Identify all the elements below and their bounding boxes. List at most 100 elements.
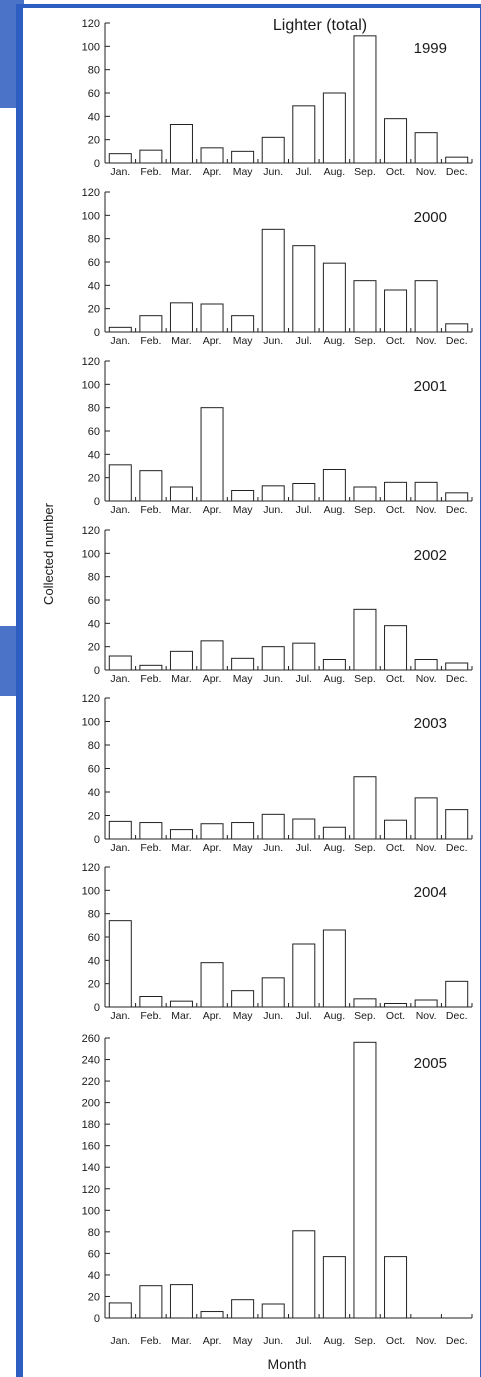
x-tick-label: Dec. [446, 504, 468, 516]
x-tick-label: Nov. [416, 166, 437, 178]
bar-2004-may [231, 990, 255, 1008]
x-tick-label: Feb. [140, 504, 161, 516]
x-tick-label: Feb. [140, 1335, 161, 1347]
x-tick-label: Aug. [324, 1335, 346, 1347]
x-tick-label: Oct. [386, 166, 405, 178]
y-tick-label: 20 [88, 979, 100, 991]
y-tick-label: 160 [82, 1141, 100, 1153]
bar-2000-may [231, 315, 255, 333]
x-tick-label: Feb. [140, 166, 161, 178]
x-tick-label: Sep. [354, 504, 376, 516]
bar-2003-mar [169, 829, 193, 840]
x-tick-label: Jul. [296, 504, 312, 516]
y-tick-label: 60 [88, 932, 100, 944]
bar-2001-sep [353, 486, 377, 502]
x-tick-label: Oct. [386, 673, 405, 685]
x-tick-label: Apr. [203, 842, 222, 854]
x-tick-label: Jul. [296, 673, 312, 685]
y-tick-label: 80 [88, 65, 100, 77]
bar-1999-jul [292, 105, 316, 164]
y-tick-label: 240 [82, 1055, 100, 1067]
bar-2005-aug [322, 1256, 346, 1319]
bar-2001-oct [384, 481, 408, 502]
bar-1999-nov [414, 132, 438, 164]
chart-title: Lighter (total) [273, 17, 367, 34]
y-tick-label: 100 [82, 210, 100, 222]
bar-2002-sep [353, 608, 377, 671]
x-tick-label: Feb. [140, 1010, 161, 1022]
x-tick-label: Dec. [446, 673, 468, 685]
bar-2003-jan [108, 820, 132, 840]
x-tick-label: Nov. [416, 673, 437, 685]
y-tick-label: 0 [94, 1313, 100, 1325]
x-tick-label: Jul. [296, 166, 312, 178]
x-tick-label: Oct. [386, 842, 405, 854]
x-tick-label: Jul. [296, 842, 312, 854]
x-tick-label: Aug. [324, 335, 346, 347]
y-tick-label: 60 [88, 257, 100, 269]
x-tick-label: Dec. [446, 1335, 468, 1347]
bar-2004-oct [384, 1003, 408, 1008]
x-tick-label: Jun. [263, 1010, 283, 1022]
bar-2004-apr [200, 962, 224, 1008]
x-tick-label: Oct. [386, 335, 405, 347]
x-tick-label: May [233, 1335, 254, 1347]
x-tick-label: Jun. [263, 335, 283, 347]
x-tick-label: Mar. [171, 842, 191, 854]
y-tick-label: 0 [94, 158, 100, 170]
y-tick-label: 20 [88, 304, 100, 316]
x-tick-label: Feb. [140, 673, 161, 685]
x-tick-label: Jan. [110, 673, 130, 685]
bar-2005-oct [384, 1256, 408, 1319]
bar-2005-apr [200, 1311, 224, 1319]
bar-2002-may [231, 657, 255, 671]
x-tick-label: Nov. [416, 1335, 437, 1347]
x-tick-label: Apr. [203, 673, 222, 685]
panels-layer: 0 20 40 60 80 100 120 Jan. Feb. Mar. Apr. May Jun. Ju… [82, 18, 473, 1347]
x-tick-label: Mar. [171, 673, 191, 685]
x-tick-label: Jan. [110, 842, 130, 854]
chart-frame: Lighter (total) Collected number Month 0… [16, 4, 481, 1377]
bar-2004-nov [414, 999, 438, 1008]
y-tick-label: 80 [88, 572, 100, 584]
x-tick-label: Mar. [171, 166, 191, 178]
panel-year-label: 2002 [414, 547, 447, 564]
bar-1999-jan [108, 153, 132, 164]
panel-year-label: 2004 [414, 884, 447, 901]
y-tick-label: 0 [94, 665, 100, 677]
bar-2004-jul [292, 943, 316, 1008]
bar-2003-jun [261, 813, 285, 840]
bar-chart: Lighter (total) Collected number Month 0… [41, 17, 473, 1372]
x-tick-label: Aug. [324, 1010, 346, 1022]
x-tick-label: Jan. [110, 335, 130, 347]
bar-2001-nov [414, 481, 438, 502]
bar-1999-aug [322, 92, 346, 164]
x-tick-label: Mar. [171, 335, 191, 347]
bar-2000-jul [292, 245, 316, 333]
x-tick-label: Oct. [386, 504, 405, 516]
bar-2003-may [231, 822, 255, 840]
x-tick-label: Jul. [296, 1335, 312, 1347]
x-tick-label: Nov. [416, 504, 437, 516]
bar-2002-jun [261, 646, 285, 671]
bar-1999-mar [169, 124, 193, 164]
panel-2003: 0 20 40 60 80 100 120 Jan. Feb. Mar. Apr. May Jun. Ju… [82, 693, 473, 854]
bar-2001-feb [139, 470, 163, 502]
bar-1999-jun [261, 136, 285, 164]
x-tick-label: Oct. [386, 1335, 405, 1347]
x-tick-label: Aug. [324, 166, 346, 178]
x-tick-label: May [233, 504, 254, 516]
bar-2002-jul [292, 642, 316, 671]
panel-year-label: 2001 [414, 378, 447, 395]
bar-2000-oct [384, 289, 408, 333]
x-tick-label: May [233, 166, 254, 178]
bar-2003-dec [445, 809, 469, 840]
y-tick-label: 100 [82, 379, 100, 391]
x-tick-label: Mar. [171, 1010, 191, 1022]
panel-1999: 0 20 40 60 80 100 120 Jan. Feb. Mar. Apr. May Jun. Ju… [82, 18, 473, 178]
y-axis-label: Collected number [41, 502, 56, 605]
bar-2000-jun [261, 228, 285, 333]
y-tick-label: 40 [88, 111, 100, 123]
panel-year-label: 2003 [414, 715, 447, 732]
x-tick-label: May [233, 673, 254, 685]
